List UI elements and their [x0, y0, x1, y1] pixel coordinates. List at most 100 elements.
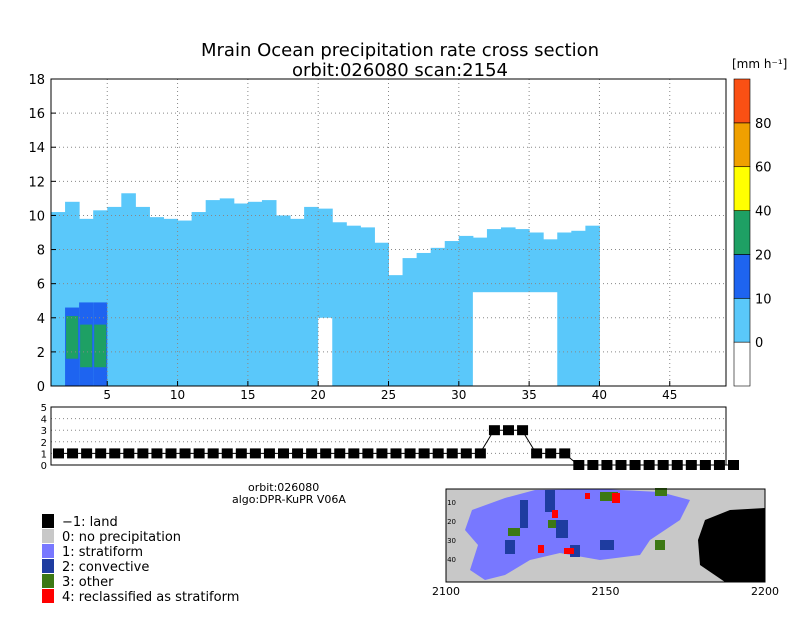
colorbar: 0 10 20 40 60 80 [733, 78, 772, 387]
precip-column [444, 241, 460, 386]
flag-marker [334, 448, 346, 459]
flag-y-tick-label: 1 [41, 449, 47, 460]
flag-marker [151, 448, 163, 459]
flag-marker [263, 448, 275, 459]
precip-column [219, 198, 235, 386]
other-patch [655, 540, 665, 550]
flag-marker [123, 448, 135, 459]
precip-column [290, 218, 305, 386]
y-tick-label: 4 [37, 312, 45, 327]
other-patch [508, 528, 520, 536]
colorbar-tick-label: 60 [755, 161, 772, 176]
precip-column [261, 200, 277, 386]
colorbar-segment [733, 122, 751, 168]
y-tick-label: 2 [37, 346, 45, 361]
heavy-core [66, 316, 79, 359]
heavy-core [94, 324, 107, 368]
other-patch [600, 492, 618, 501]
flag-marker [193, 448, 205, 459]
precip-column [571, 230, 586, 386]
y-tick-label: 10 [28, 209, 45, 224]
precip-column [276, 215, 291, 386]
reclassified-patch [564, 548, 574, 554]
cross-section-plot [51, 193, 600, 386]
chart-subtitle: orbit:026080 scan:2154 [292, 60, 508, 81]
precip-column [205, 200, 221, 386]
flag-marker [685, 460, 697, 470]
other-patch [548, 520, 556, 528]
flag-marker [713, 460, 725, 470]
cross-section-axes: 0 2 4 6 8 10 12 14 16 18 5 10 15 20 25 30 35 40 45 [28, 73, 727, 402]
flag-marker [418, 448, 430, 459]
colorbar-tick-label: 40 [755, 205, 772, 220]
y-tick-label: 8 [37, 244, 45, 259]
flag-marker [657, 460, 669, 470]
x-tick-label: 40 [592, 388, 607, 402]
flag-marker [306, 448, 318, 459]
flag-y-tick-label: 3 [41, 426, 47, 437]
flag-y-tick-label: 5 [41, 403, 47, 414]
map-frame [445, 488, 766, 583]
convective-patch [505, 540, 515, 554]
flag-marker [95, 448, 107, 459]
flag-line [58, 429, 733, 466]
legend-label: 3: other [62, 575, 114, 590]
legend-swatch [42, 544, 54, 558]
legend-swatch [42, 529, 54, 543]
flag-marker [137, 448, 149, 459]
colorbar-segment [733, 297, 751, 343]
reclassified-patch [552, 510, 558, 518]
flag-marker [601, 460, 613, 470]
precip-column [191, 212, 207, 386]
no-precip-gap [472, 292, 558, 386]
precip-column [177, 220, 193, 386]
y-tick-label: 12 [28, 175, 45, 190]
x-tick-label: 20 [311, 388, 326, 402]
flag-marker [390, 448, 402, 459]
map-x-tick-label: 2100 [432, 585, 460, 598]
x-tick-label: 30 [451, 388, 466, 402]
other-patch [655, 488, 667, 496]
y-tick-label: 18 [28, 73, 45, 88]
legend-label: 0: no precipitation [62, 530, 181, 545]
precip-column [121, 193, 136, 386]
y-tick-label: 16 [28, 107, 45, 122]
x-tick-label: 45 [662, 388, 677, 402]
orbit-info: orbit:026080 [248, 481, 319, 494]
flag-marker [587, 460, 599, 470]
land-area [698, 508, 765, 582]
y-tick-label: 14 [28, 141, 45, 156]
colorbar-segment [733, 341, 751, 387]
convective-patch [520, 500, 528, 528]
colorbar-tick-label: 0 [755, 336, 763, 351]
flag-marker [81, 448, 93, 459]
flag-frame [50, 406, 727, 466]
legend-label: 1: stratiform [62, 545, 143, 560]
precip-column [233, 203, 249, 386]
flag-marker [362, 448, 374, 459]
legend-swatch [42, 559, 54, 573]
x-tick-label: 10 [170, 388, 185, 402]
flag-marker [292, 448, 304, 459]
flag-marker [671, 460, 683, 470]
precip-column [416, 252, 432, 386]
map-y-tick-label: 20 [447, 518, 456, 526]
colorbar-segment [733, 254, 751, 299]
colorbar-tick-label: 80 [755, 117, 772, 132]
legend-swatch [42, 574, 54, 588]
precip-column [585, 225, 600, 386]
legend-swatch [42, 589, 54, 603]
map-x-tick-label: 2200 [751, 585, 779, 598]
colorbar-tick-label: 20 [755, 248, 772, 263]
flag-marker [629, 460, 641, 470]
flag-marker [179, 448, 191, 459]
flag-marker [109, 448, 121, 459]
flag-marker [559, 448, 571, 459]
legend-swatch [42, 514, 54, 528]
map-y-tick-label: 40 [447, 556, 456, 564]
colorbar-segment [733, 166, 751, 211]
x-tick-label: 35 [521, 388, 536, 402]
